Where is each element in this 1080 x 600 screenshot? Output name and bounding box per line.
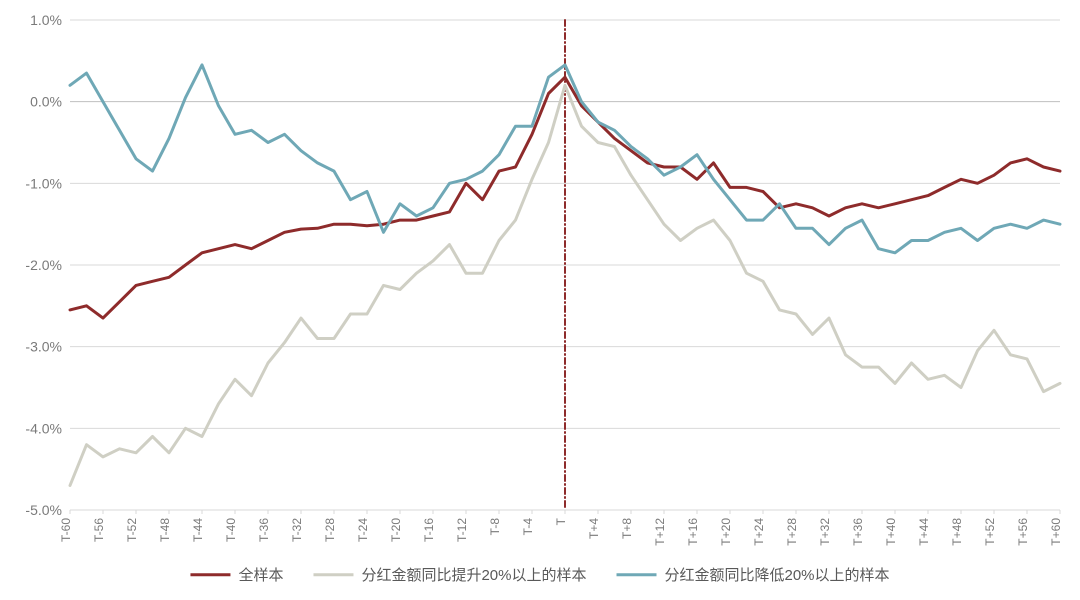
x-tick-label: T+48 (950, 518, 964, 546)
x-tick-label: T+28 (785, 518, 799, 546)
x-tick-label: T-32 (290, 518, 304, 542)
x-tick-label: T+20 (719, 518, 733, 546)
x-tick-label: T-24 (356, 518, 370, 542)
x-tick-label: T-52 (125, 518, 139, 542)
y-tick-label: 1.0% (30, 12, 62, 28)
x-tick-label: T-4 (521, 518, 535, 536)
x-tick-label: T-44 (191, 518, 205, 542)
x-tick-label: T-60 (59, 518, 73, 542)
x-tick-label: T+12 (653, 518, 667, 546)
legend-label: 分红金额同比降低20%以上的样本 (665, 567, 890, 584)
y-tick-label: -4.0% (25, 420, 62, 436)
x-tick-label: T-8 (488, 518, 502, 536)
x-tick-label: T+56 (1016, 518, 1030, 546)
y-tick-label: -3.0% (25, 339, 62, 355)
x-tick-label: T-40 (224, 518, 238, 542)
x-tick-label: T-28 (323, 518, 337, 542)
x-tick-label: T-56 (92, 518, 106, 542)
y-tick-label: 0.0% (30, 94, 62, 110)
x-tick-label: T+52 (983, 518, 997, 546)
legend-label: 分红金额同比提升20%以上的样本 (361, 567, 586, 584)
x-tick-label: T+24 (752, 518, 766, 546)
x-tick-label: T-16 (422, 518, 436, 542)
x-tick-label: T (554, 517, 568, 525)
x-tick-label: T-36 (257, 518, 271, 542)
x-tick-label: T-48 (158, 518, 172, 542)
x-tick-label: T-20 (389, 518, 403, 542)
x-tick-label: T+8 (620, 518, 634, 539)
x-tick-label: T-12 (455, 518, 469, 542)
y-tick-label: -2.0% (25, 257, 62, 273)
x-tick-label: T+60 (1049, 518, 1063, 546)
x-tick-label: T+32 (818, 518, 832, 546)
x-tick-label: T+36 (851, 518, 865, 546)
legend-label: 全样本 (238, 566, 283, 584)
x-tick-label: T+40 (884, 518, 898, 546)
x-tick-label: T+44 (917, 518, 931, 546)
x-tick-label: T+16 (686, 518, 700, 546)
y-tick-label: -5.0% (25, 502, 62, 518)
x-tick-label: T+4 (587, 518, 601, 539)
line-chart: 1.0% 0.0% -1.0% -2.0% -3.0% -4.0% -5.0%T-60 T-5… (0, 0, 1080, 600)
y-tick-label: -1.0% (25, 175, 62, 191)
